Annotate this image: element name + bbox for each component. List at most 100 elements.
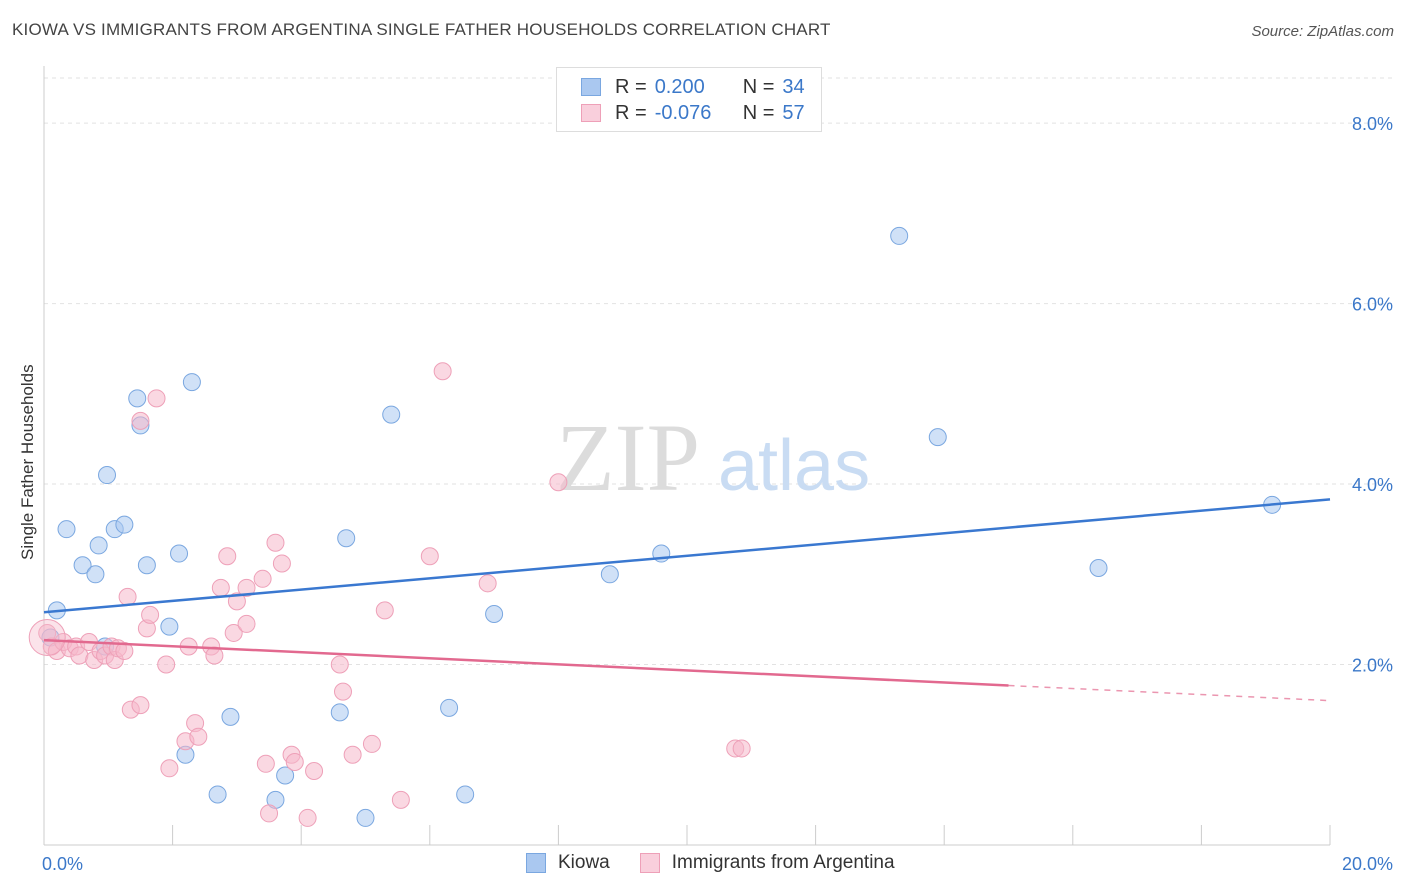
kiowa-point [890,226,909,245]
argentina-point [118,587,137,606]
y-tick-label: 2.0% [1352,656,1393,676]
kiowa-point [356,808,375,827]
grid-layer [44,77,1392,666]
argentina-point [237,578,256,597]
n-label: N = [742,75,775,98]
kiowa-point [170,544,189,563]
r-value: -0.076 [654,101,712,124]
argentina-point [333,682,352,701]
argentina-point [285,752,304,771]
stats-legend: R = 0.200 N = 34 R = -0.076 N = 57 [556,67,822,132]
argentina-point [253,569,272,588]
argentina-point [732,739,751,758]
argentina-point [256,754,275,773]
kiowa-point [382,405,401,424]
x-tick-label: 0.0% [42,854,83,874]
watermark-zip: ZIP [556,404,700,511]
n-label: N = [742,101,775,124]
n-value: 57 [782,101,805,124]
stats-legend-row-argentina: R = -0.076 N = 57 [581,101,805,125]
argentina-point [305,762,324,781]
stats-legend-row-kiowa: R = 0.200 N = 34 [581,75,805,99]
argentina-point [272,554,291,573]
kiowa-trend-line [43,498,1331,614]
argentina-point [131,411,150,430]
kiowa-point [86,565,105,584]
argentina-trend-line-extension [1008,684,1331,702]
kiowa-point [600,565,619,584]
kiowa-legend-label: Kiowa [558,852,610,873]
source-label: Source: ZipAtlas.com [1251,23,1394,40]
kiowa-point [485,604,504,623]
ticks-layer: 2.0% 4.0% 6.0% 8.0% 0.0% 20.0% [42,114,1393,874]
kiowa-point [456,785,475,804]
argentina-point [266,533,285,552]
y-tick-label: 8.0% [1352,114,1393,134]
n-value: 34 [782,75,805,98]
r-value: 0.200 [654,75,705,98]
argentina-point [549,473,568,492]
kiowa-point [276,766,295,785]
kiowa-point [1089,558,1108,577]
y-tick-label: 4.0% [1352,475,1393,495]
argentina-trend-line [43,638,1009,687]
legend-item-argentina: Immigrants from Argentina [639,852,895,874]
argentina-point [131,696,150,715]
kiowa-swatch [581,78,601,96]
argentina-point [157,655,176,674]
kiowa-point [128,389,147,408]
argentina-legend-swatch [639,853,660,873]
kiowa-point [57,520,76,539]
argentina-cluster-point [28,618,66,656]
kiowa-point [137,556,156,575]
argentina-point [211,578,230,597]
argentina-point [433,362,452,381]
argentina-legend-label: Immigrants from Argentina [671,852,895,873]
argentina-point [298,808,317,827]
kiowa-point [160,617,179,636]
legend-item-kiowa: Kiowa [526,852,610,874]
kiowa-point [337,529,356,548]
r-label: R = [615,101,647,124]
axes-layer [43,66,1331,846]
kiowa-point [182,373,201,392]
argentina-point [224,623,243,642]
argentina-point [343,745,362,764]
kiowa-point [89,536,108,555]
argentina-point [227,592,246,611]
trend-layer [43,498,1331,702]
argentina-point [147,389,166,408]
argentina-point [362,734,381,753]
argentina-point [189,727,208,746]
y-tick-label: 6.0% [1352,295,1393,315]
argentina-point [375,601,394,620]
points-layer [28,226,1282,827]
argentina-point [218,547,237,566]
chart-title: KIOWA VS IMMIGRANTS FROM ARGENTINA SINGL… [12,20,831,39]
kiowa-point [73,556,92,575]
watermark: ZIP atlas [556,404,870,511]
kiowa-point [440,698,459,717]
watermark-atlas: atlas [718,426,870,506]
r-label: R = [615,75,647,98]
kiowa-point [208,785,227,804]
kiowa-point [98,466,117,485]
argentina-point [260,804,279,823]
kiowa-legend-swatch [526,853,546,873]
argentina-point [237,614,256,633]
series-legend: Kiowa Immigrants from Argentina [526,852,925,874]
argentina-swatch [581,104,601,122]
kiowa-point [330,703,349,722]
argentina-point [330,655,349,674]
argentina-point [391,790,410,809]
kiowa-point [221,707,240,726]
x-tick-label: 20.0% [1342,854,1393,874]
argentina-point [420,547,439,566]
kiowa-point [928,428,947,447]
argentina-point [115,641,134,660]
argentina-point [141,605,160,624]
argentina-point [478,574,497,593]
kiowa-point [115,515,134,534]
argentina-point [160,759,179,778]
